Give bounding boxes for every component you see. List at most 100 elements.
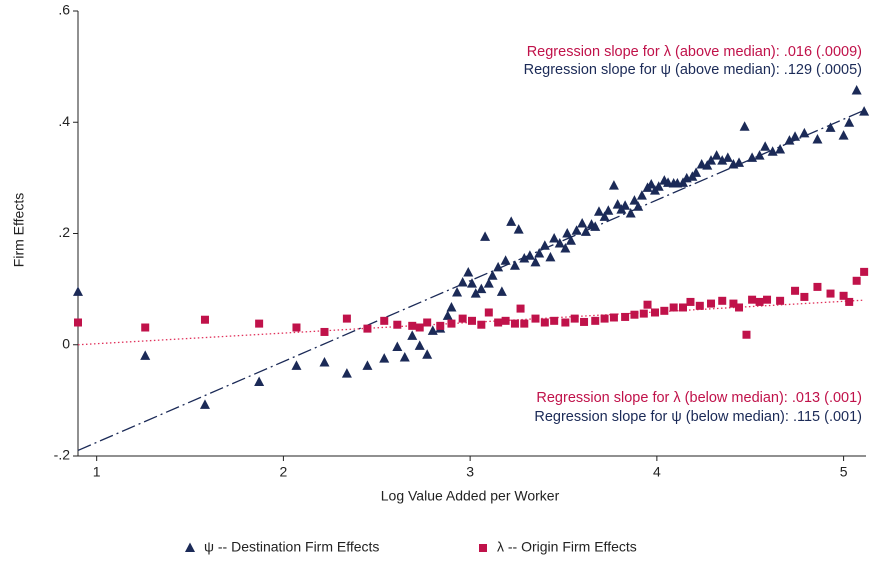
point — [695, 301, 704, 310]
point — [630, 310, 639, 319]
point — [477, 320, 486, 329]
point — [711, 150, 722, 160]
point — [342, 314, 351, 323]
annotation: Regression slope for ψ (above median): .… — [524, 62, 862, 78]
point — [609, 313, 618, 322]
point — [646, 179, 657, 189]
point — [669, 303, 678, 312]
point — [633, 201, 644, 211]
point — [500, 255, 511, 265]
point — [729, 299, 738, 308]
point — [755, 297, 764, 306]
point — [470, 288, 481, 298]
point — [812, 133, 823, 144]
point — [519, 253, 530, 263]
x-axis-title: Log Value Added per Worker — [381, 488, 560, 504]
point — [608, 180, 619, 190]
point — [362, 360, 373, 370]
point — [748, 295, 757, 304]
point — [571, 225, 582, 235]
point — [549, 233, 560, 243]
point — [509, 260, 520, 270]
point — [561, 318, 570, 327]
point — [718, 296, 727, 305]
point — [199, 399, 210, 409]
point — [476, 283, 487, 294]
point — [686, 297, 695, 306]
point — [650, 308, 659, 317]
point — [621, 312, 630, 321]
point — [620, 200, 631, 210]
point — [844, 117, 855, 127]
point — [625, 207, 636, 218]
point — [554, 238, 565, 248]
point — [141, 323, 150, 332]
point — [653, 181, 664, 191]
point — [379, 353, 390, 363]
point — [784, 135, 795, 145]
point — [496, 286, 507, 296]
point — [790, 131, 801, 141]
legend-label: λ -- Origin Firm Effects — [497, 539, 637, 555]
x-tick-label: 5 — [840, 464, 848, 480]
point — [524, 250, 535, 260]
point — [380, 316, 389, 325]
point — [392, 341, 403, 351]
point — [612, 199, 623, 209]
point — [446, 301, 457, 312]
point — [550, 316, 559, 325]
point — [826, 289, 835, 298]
point — [457, 276, 468, 287]
point — [838, 130, 849, 140]
point — [255, 319, 264, 328]
point — [414, 340, 425, 350]
point — [452, 286, 463, 297]
point — [591, 316, 600, 325]
point — [467, 278, 477, 288]
legend-marker — [185, 542, 195, 552]
point — [545, 251, 556, 262]
point — [562, 228, 573, 238]
point — [140, 350, 151, 360]
point — [706, 155, 717, 165]
point — [510, 319, 519, 328]
point — [501, 316, 510, 325]
point — [691, 167, 702, 177]
point — [513, 224, 524, 234]
point — [319, 357, 330, 367]
point — [825, 122, 836, 132]
point — [860, 267, 869, 276]
point — [629, 195, 640, 205]
legend-label: ψ -- Destination Firm Effects — [204, 539, 379, 555]
point — [468, 316, 476, 325]
point — [399, 352, 410, 362]
point — [660, 306, 669, 315]
point — [600, 314, 609, 323]
y-axis-title: Firm Effects — [11, 193, 27, 267]
point — [839, 291, 848, 300]
x-tick-label: 1 — [93, 464, 101, 480]
point — [845, 297, 854, 306]
point — [531, 314, 540, 323]
point — [851, 85, 862, 95]
point — [565, 235, 576, 245]
point — [636, 190, 647, 200]
point — [393, 320, 402, 329]
point — [717, 155, 728, 165]
point — [254, 376, 265, 387]
point — [436, 321, 445, 330]
point — [487, 270, 498, 280]
point — [760, 141, 771, 151]
point — [639, 309, 648, 318]
point — [747, 152, 758, 162]
point — [292, 323, 301, 332]
point — [341, 368, 352, 378]
annotation: Regression slope for λ (above median): .… — [527, 44, 862, 60]
point — [800, 292, 809, 301]
point — [320, 327, 329, 336]
point — [859, 106, 870, 116]
y-tick-label: -.2 — [54, 447, 71, 463]
point — [767, 146, 778, 156]
point — [560, 243, 571, 253]
